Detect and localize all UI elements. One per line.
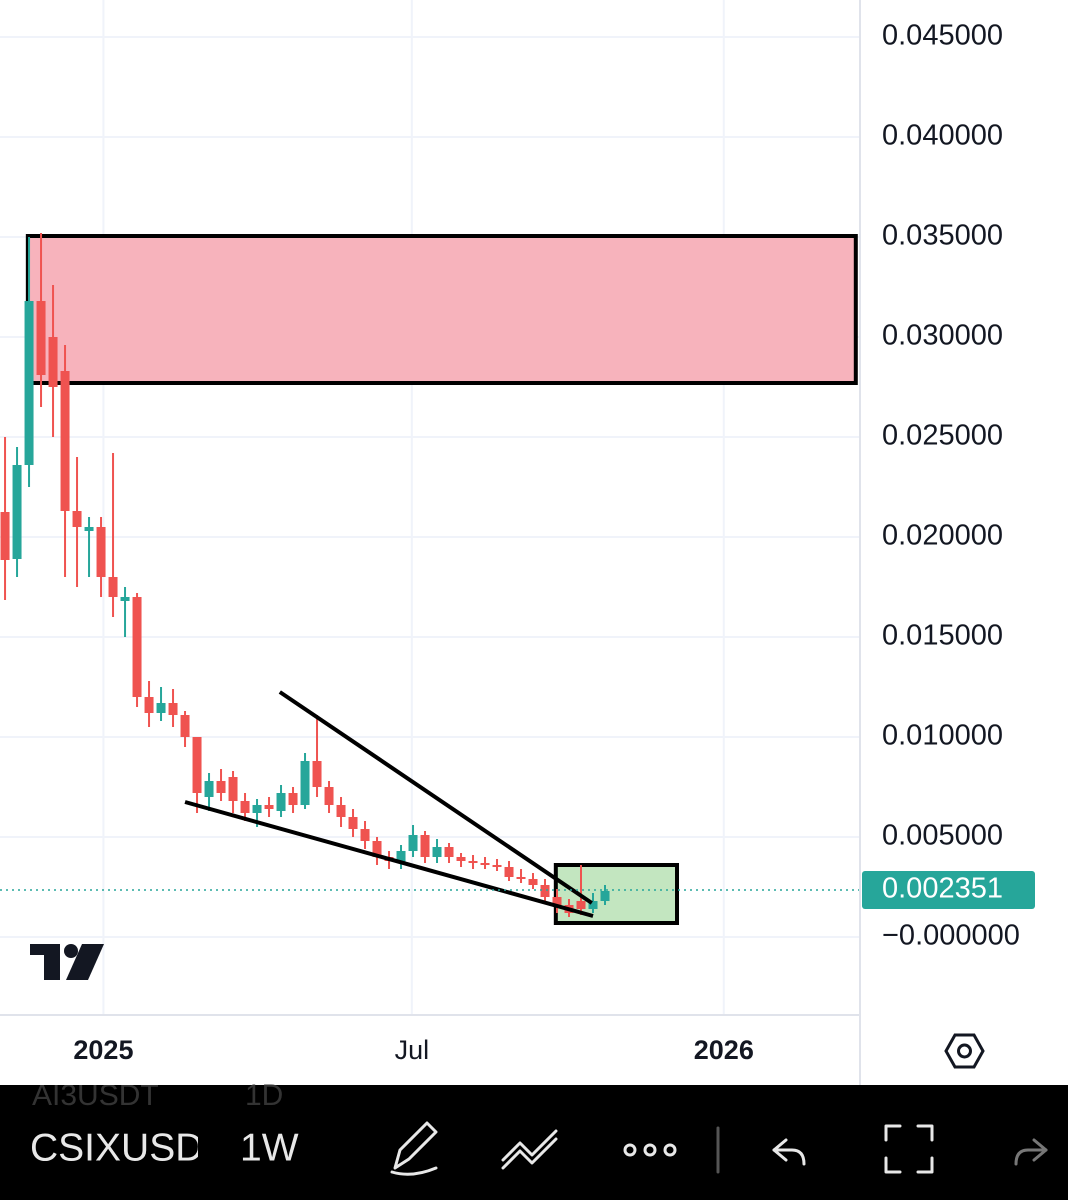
candle-body: [264, 805, 274, 809]
redo-button[interactable]: [1014, 1138, 1048, 1166]
candle-body: [12, 465, 22, 559]
candle-body: [216, 781, 226, 793]
candle-body: [48, 337, 58, 387]
candle-body: [372, 841, 382, 857]
draw-button[interactable]: [390, 1121, 438, 1176]
candle-body: [252, 805, 262, 813]
candle-body: [156, 703, 166, 713]
symbol-button[interactable]: CSIXUSD: [30, 1126, 203, 1169]
settings-button[interactable]: [944, 1033, 985, 1069]
x-tick-label: 2025: [73, 1035, 133, 1065]
y-tick-label: 0.040000: [882, 120, 1003, 152]
y-tick-label: 0.010000: [882, 720, 1003, 752]
candle-body: [228, 777, 238, 801]
y-tick-label: 0.025000: [882, 420, 1003, 452]
candle-body: [144, 697, 154, 713]
last-price-badge: [862, 870, 1035, 909]
candle-body: [336, 805, 346, 817]
candle-body: [600, 891, 610, 901]
candle-body: [324, 787, 334, 805]
candle-body: [492, 865, 502, 867]
candle-body: [456, 857, 466, 861]
candle-body: [0, 512, 10, 560]
candle-body: [108, 577, 118, 597]
candle-body: [24, 301, 34, 465]
undo-button[interactable]: [772, 1138, 806, 1166]
candle-body: [60, 371, 70, 511]
candle-body: [96, 527, 106, 577]
candle-body: [576, 901, 586, 909]
candle-body: [468, 861, 478, 863]
y-tick-label: −0.000000: [882, 920, 1020, 952]
candle-body: [552, 897, 562, 905]
candle-body: [528, 879, 538, 885]
ghost-symbol: AI3USDT: [32, 1079, 159, 1112]
last-price-label: 0.002351: [882, 873, 1003, 905]
ghost-interval: 1D: [245, 1079, 283, 1112]
more-button[interactable]: [623, 1143, 677, 1157]
candle-body: [540, 885, 550, 897]
candle-body: [480, 863, 490, 865]
indicators-button[interactable]: [501, 1129, 558, 1170]
candle-body: [240, 801, 250, 813]
candle-body: [504, 867, 514, 877]
y-tick-label: 0.020000: [882, 520, 1003, 552]
candle-body: [312, 761, 322, 787]
candle-body: [432, 847, 442, 857]
x-tick-label: 2026: [694, 1035, 754, 1065]
candle-body: [396, 851, 406, 863]
candle-body: [360, 829, 370, 841]
candle-body: [120, 597, 130, 601]
candle-body: [300, 761, 310, 805]
candle-body: [72, 511, 82, 527]
zone-box: [553, 863, 680, 925]
x-tick-label: Jul: [395, 1035, 430, 1065]
candle-body: [84, 527, 94, 531]
candle-body: [516, 877, 526, 879]
trend-line: [278, 690, 593, 905]
candle-body: [588, 901, 598, 909]
y-tick-label: 0.005000: [882, 820, 1003, 852]
candle-body: [192, 737, 202, 793]
candle-body: [276, 793, 286, 811]
candle-body: [132, 597, 142, 697]
candle-body: [180, 715, 190, 737]
candle-body: [420, 835, 430, 857]
candle-body: [204, 781, 214, 797]
trend-line: [184, 800, 594, 918]
tradingview-logo: [30, 944, 104, 980]
interval-button[interactable]: 1W: [240, 1126, 299, 1169]
fullscreen-button[interactable]: [884, 1124, 934, 1174]
toolbar: [0, 1085, 1068, 1200]
candle-body: [444, 847, 454, 857]
y-tick-label: 0.030000: [882, 320, 1003, 352]
candle-body: [288, 793, 298, 805]
candle-body: [408, 835, 418, 851]
y-tick-label: 0.045000: [882, 20, 1003, 52]
candle-body: [36, 301, 46, 375]
zone-box: [25, 234, 858, 385]
candle-body: [168, 703, 178, 715]
y-tick-label: 0.035000: [882, 220, 1003, 252]
candle-body: [348, 817, 358, 829]
y-tick-label: 0.015000: [882, 620, 1003, 652]
